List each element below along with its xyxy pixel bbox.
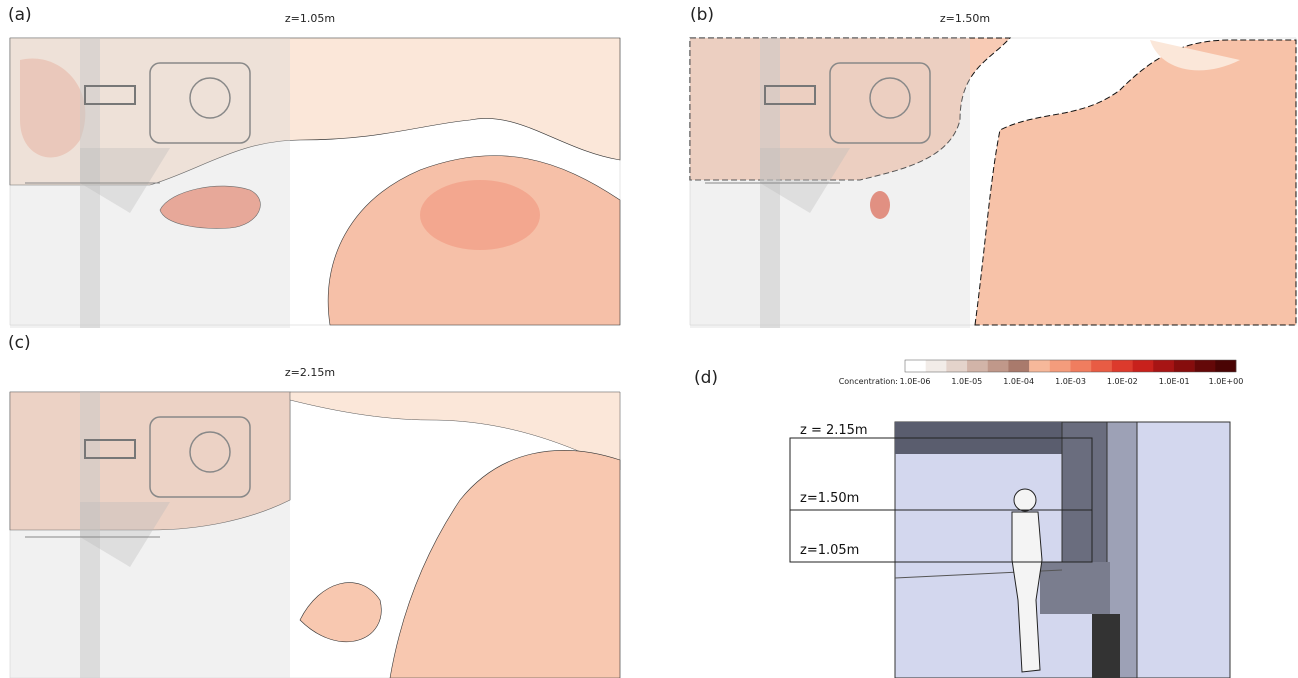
contour-plot (9, 391, 621, 678)
colorbar-segment (1173, 360, 1195, 372)
level-label: z=1.50m (800, 491, 859, 506)
colorbar-segment (1008, 360, 1030, 372)
colorbar-segment (905, 360, 926, 372)
colorbar-tick-label: 1.0E-03 (1055, 377, 1086, 386)
side-view-diagram (789, 421, 1231, 678)
level-label: z=1.05m (800, 543, 859, 558)
colorbar-segment (1111, 360, 1133, 372)
colorbar-title: Concentration: (839, 377, 898, 386)
panel-title: z=1.50m (940, 12, 990, 25)
colorbar-segment (1091, 360, 1113, 372)
colorbar-segment (925, 360, 947, 372)
level-label: z = 2.15m (800, 423, 868, 438)
human-figure (1011, 488, 1043, 673)
colorbar-segment (1215, 360, 1237, 372)
colorbar-frame (904, 359, 1237, 373)
panel-label: (a) (8, 5, 32, 25)
colorbar-tick-label: 1.0E-01 (1159, 377, 1190, 386)
colorbar-segment (1049, 360, 1071, 372)
contour-plot (9, 37, 621, 329)
colorbar-tick-label: 1.0E-05 (951, 377, 982, 386)
panel-title: z=2.15m (285, 366, 335, 379)
colorbar-segment (1132, 360, 1154, 372)
colorbar-tick-label: 1.0E-06 (900, 377, 931, 386)
panel-label: (d) (694, 368, 718, 388)
colorbar-segment (967, 360, 989, 372)
colorbar-segment (1153, 360, 1175, 372)
colorbar-segment (987, 360, 1009, 372)
colorbar-segment (1194, 360, 1216, 372)
colorbar-segment (1029, 360, 1051, 372)
contour-plot (689, 37, 1297, 329)
colorbar: 1.0E-06 1.0E-05 1.0E-04 1.0E-03 1.0E-02 1.0E-… (900, 359, 1244, 386)
colorbar-tick-label: 1.0E-02 (1107, 377, 1138, 386)
panel-label: (b) (690, 5, 714, 25)
panel-label: (c) (8, 333, 31, 353)
colorbar-segment (1070, 360, 1092, 372)
colorbar-tick-label: 1.0E+00 (1209, 377, 1244, 386)
colorbar-tick-label: 1.0E-04 (1003, 377, 1034, 386)
panel-title: z=1.05m (285, 12, 335, 25)
colorbar-segment (946, 360, 968, 372)
